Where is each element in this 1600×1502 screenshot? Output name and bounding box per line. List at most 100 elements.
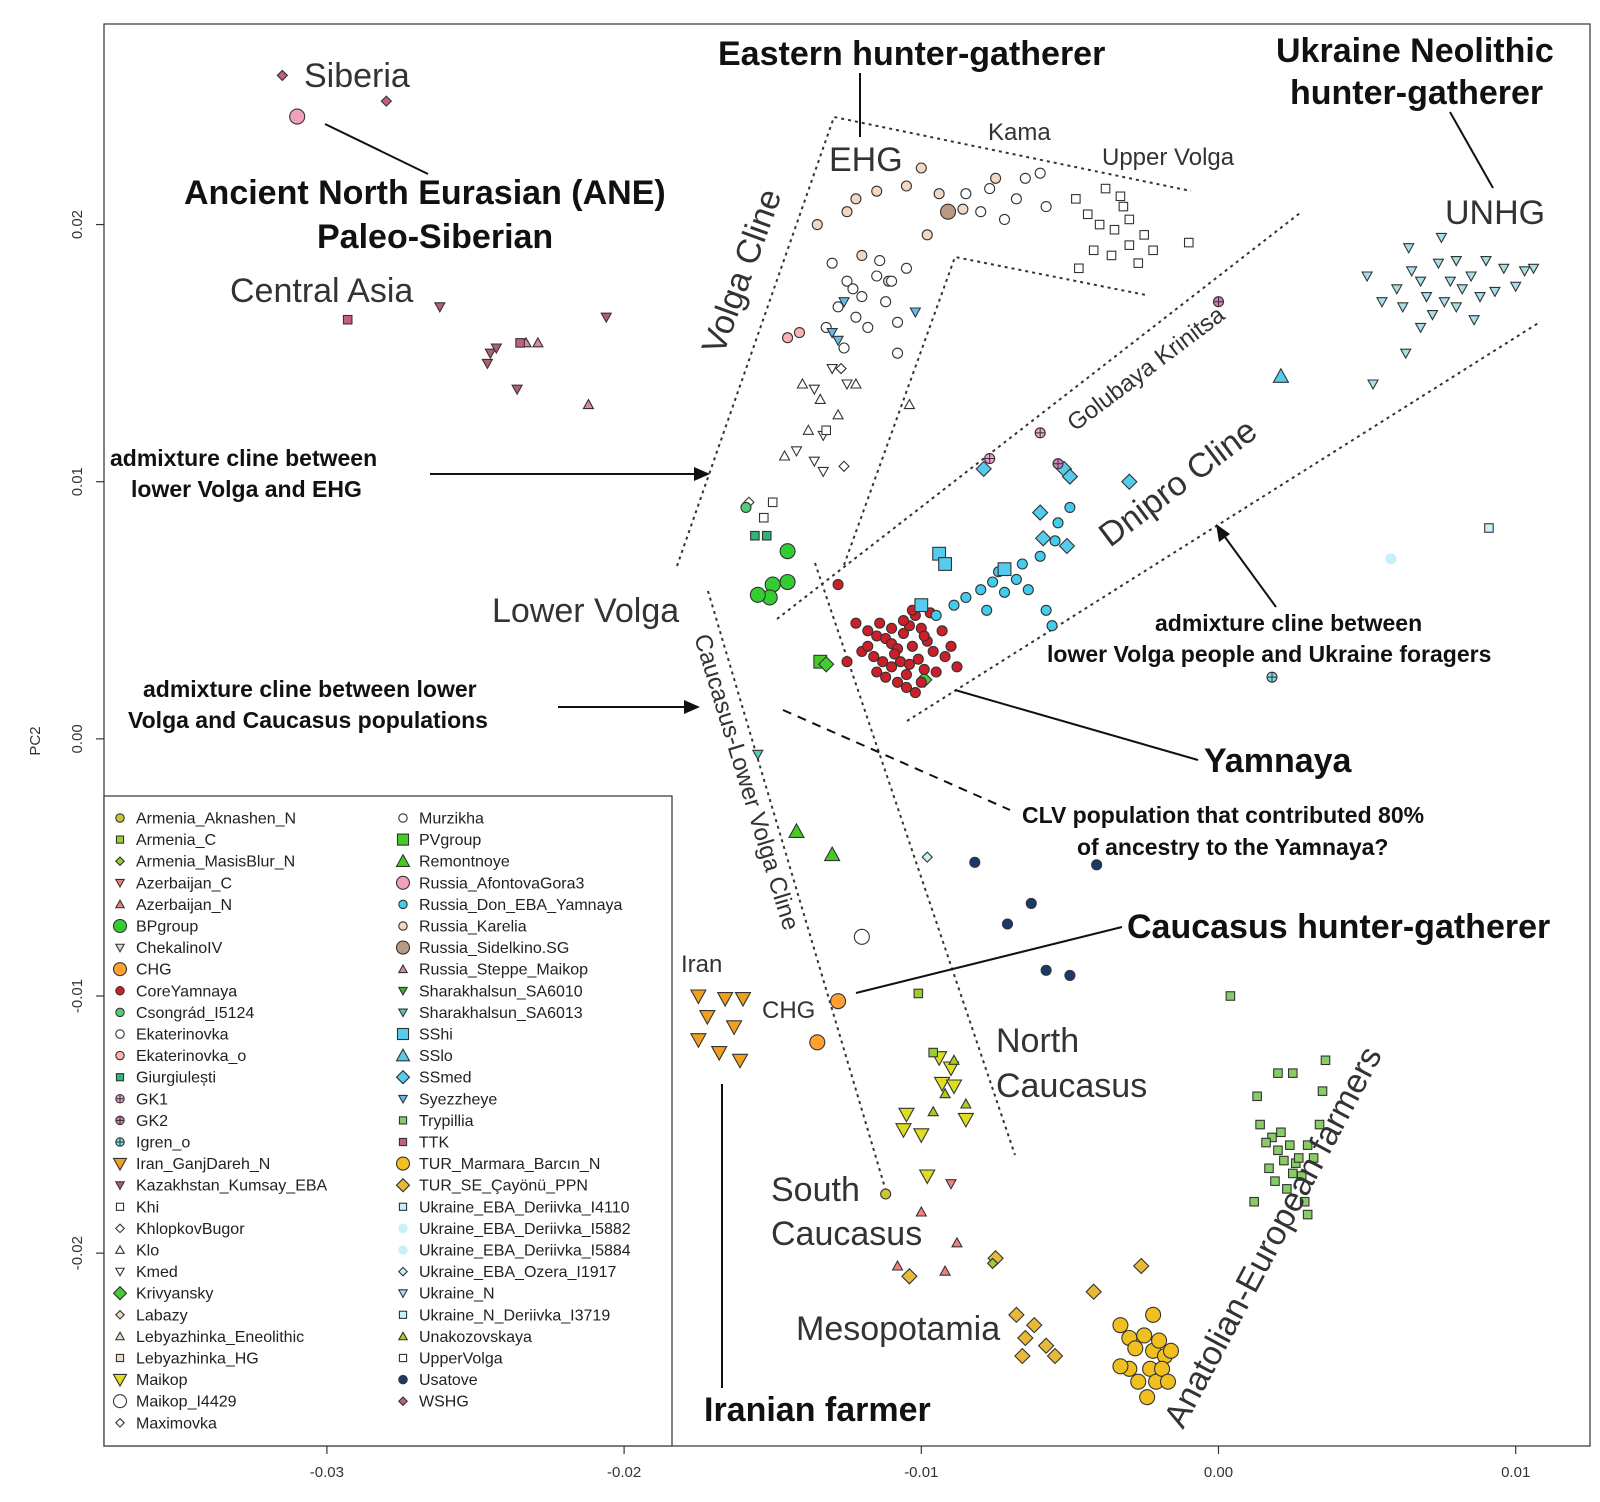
series-chg — [809, 993, 847, 1051]
data-point — [1438, 297, 1451, 308]
legend-marker — [395, 875, 411, 890]
data-point — [1273, 1145, 1283, 1156]
data-point — [938, 557, 953, 571]
data-point — [981, 604, 993, 616]
data-point — [782, 332, 794, 344]
data-point — [909, 307, 922, 319]
legend-marker — [396, 1027, 410, 1041]
legend-item: CHG — [112, 962, 172, 979]
data-point — [889, 648, 901, 660]
legend-item: Csongrád_I5124 — [115, 1005, 254, 1022]
data-point — [1282, 1184, 1292, 1194]
data-point — [921, 229, 933, 241]
data-point — [1010, 193, 1022, 205]
legend-marker — [398, 1202, 408, 1211]
legend-marker — [395, 1177, 411, 1193]
legend-item: Ukraine_EBA_Ozera_I1917 — [398, 1264, 617, 1281]
legend-item: Russia_AfontovaGora3 — [395, 875, 585, 892]
data-point — [850, 311, 862, 323]
data-point — [886, 275, 898, 287]
data-point — [484, 348, 497, 360]
data-point — [817, 466, 830, 478]
data-point — [913, 988, 924, 999]
data-point — [380, 95, 393, 107]
data-point — [1183, 237, 1194, 248]
data-point — [871, 185, 883, 197]
central-asia-label: Central Asia — [230, 272, 413, 310]
data-point — [998, 213, 1011, 225]
data-point — [793, 327, 805, 339]
data-point — [1112, 1358, 1129, 1375]
data-point — [874, 617, 886, 629]
data-point — [850, 617, 862, 629]
data-point — [1299, 1196, 1310, 1207]
data-point — [790, 446, 803, 457]
legend-item: Armenia_Aknashen_N — [115, 811, 296, 828]
data-point — [778, 449, 791, 461]
data-point — [1031, 504, 1049, 521]
series-igren-o — [1266, 671, 1278, 683]
legend-label: Sharakhalsun_SA6013 — [419, 1005, 583, 1022]
data-point — [900, 180, 912, 192]
legend-item: Krivyansky — [112, 1286, 213, 1303]
data-point — [986, 1257, 999, 1270]
data-point — [900, 262, 912, 274]
data-point — [1124, 214, 1135, 225]
data-point — [1480, 256, 1492, 267]
data-point — [1058, 537, 1076, 555]
legend-label: SSlo — [419, 1048, 453, 1065]
series-maikop-i4429 — [853, 928, 870, 945]
legend-label: Ukraine_N_Deriivka_I3719 — [419, 1307, 610, 1324]
legend-marker — [115, 1223, 125, 1234]
upper-volga-label: Upper Volga — [1102, 144, 1235, 171]
legend-item: SSmed — [395, 1070, 471, 1087]
data-point — [948, 1054, 960, 1065]
legend-item: Murzikha — [398, 811, 484, 828]
legend-label: Maikop — [136, 1372, 188, 1389]
volga-admix-arrowhead — [694, 467, 710, 481]
legend-item: Ukraine_N — [397, 1286, 495, 1303]
ukr-admix-title-line1: admixture cline between — [1155, 610, 1422, 636]
data-point — [945, 1179, 957, 1190]
legend-item: Klo — [114, 1243, 159, 1260]
data-point — [1127, 1340, 1144, 1357]
dnipro-cline-label: Dnipro Cline — [1092, 411, 1264, 554]
data-point — [600, 312, 613, 324]
data-point — [930, 609, 942, 621]
data-point — [975, 584, 987, 596]
data-point — [802, 424, 815, 435]
legend-label: BPgroup — [136, 919, 198, 936]
series-remontnoye — [788, 822, 841, 862]
legend-label: Klo — [136, 1243, 159, 1260]
data-point — [1465, 271, 1478, 283]
data-point — [1016, 558, 1028, 570]
data-point — [841, 656, 853, 668]
legend-item: KhlopkovBugor — [115, 1221, 245, 1238]
ehg-label: EHG — [829, 141, 903, 179]
legend-marker — [114, 899, 126, 909]
legend-item: GK1 — [115, 1091, 168, 1108]
data-point — [847, 283, 859, 295]
data-point — [945, 1079, 963, 1095]
data-point — [1071, 194, 1081, 204]
legend-marker — [112, 1373, 128, 1388]
series-azerbaijan-n — [891, 1205, 963, 1276]
data-point — [912, 653, 924, 665]
legend-label: Ukraine_N — [419, 1286, 495, 1303]
legend-item: GK2 — [115, 1113, 168, 1130]
data-point — [1074, 263, 1084, 274]
data-point — [1302, 1140, 1313, 1150]
unhg-title-line2: hunter-gatherer — [1290, 74, 1543, 112]
legend-label: Ekaterinovka_o — [136, 1048, 246, 1065]
legend-item: Sharakhalsun_SA6013 — [397, 1005, 583, 1022]
legend-marker — [115, 1029, 125, 1039]
cauc-admix-title-line1: admixture cline between lower — [143, 676, 477, 702]
series-sharakhalsun-sa6013 — [751, 749, 764, 761]
data-point — [841, 379, 853, 391]
data-point — [939, 203, 957, 220]
legend-item: SShi — [396, 1027, 453, 1044]
cauc-cline-left-outline — [707, 590, 889, 1199]
legend-item: Labazy — [115, 1307, 188, 1324]
data-point — [1288, 1168, 1298, 1179]
legend-label: Lebyazhinka_Eneolithic — [136, 1329, 304, 1346]
